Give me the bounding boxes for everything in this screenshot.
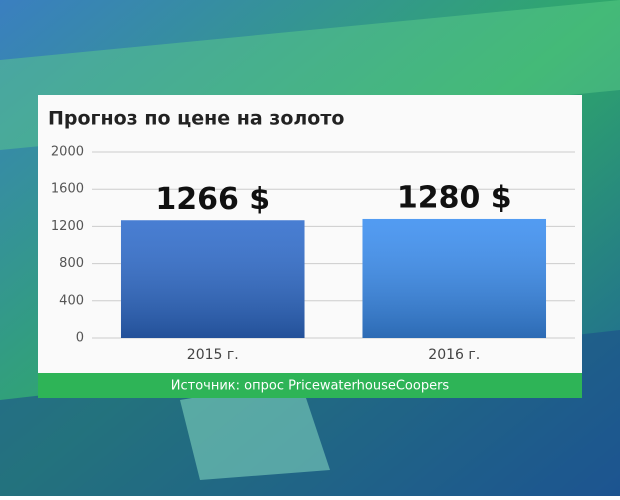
x-tick-label: 2016 г. (428, 347, 480, 363)
y-tick-label: 1600 (51, 182, 84, 197)
x-tick-label: 2015 г. (187, 347, 239, 363)
bar-shade (362, 218, 547, 338)
decor (180, 380, 330, 480)
source-band (38, 373, 582, 398)
source: Источник: опрос PricewaterhouseCoopers (171, 379, 450, 394)
y-tick-label: 400 (59, 293, 84, 308)
y-tick-label: 0 (76, 331, 84, 346)
y-tick-label: 1200 (51, 219, 84, 234)
y-tick-label: 2000 (51, 145, 84, 160)
value-label: 1280 $ (397, 180, 512, 215)
bar-shade (120, 220, 305, 338)
y-tick-label: 800 (59, 256, 84, 271)
chart-title: Прогноз по цене на золото (48, 108, 344, 130)
value-label: 1266 $ (155, 182, 270, 217)
